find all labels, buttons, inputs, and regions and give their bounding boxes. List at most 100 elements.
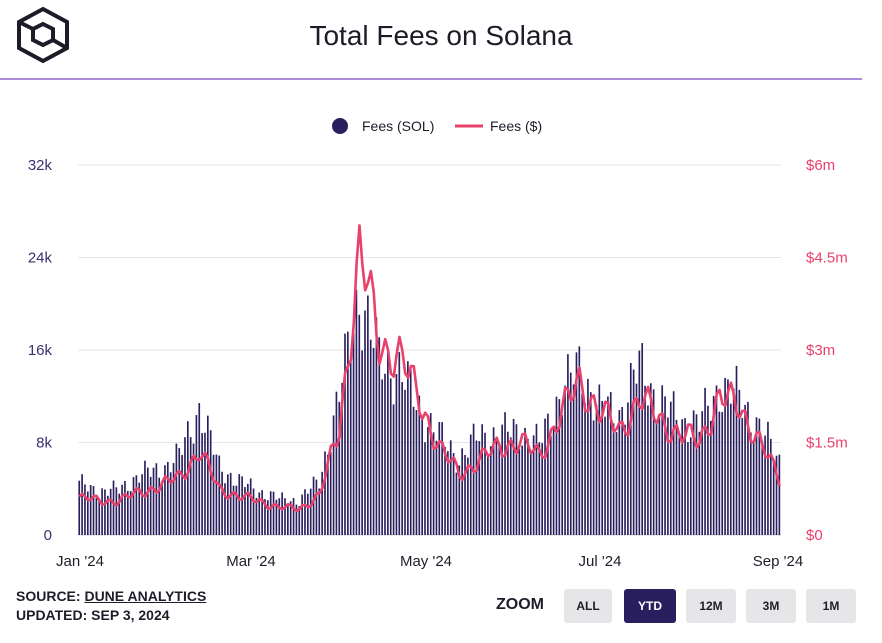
sol-bar [118, 493, 121, 535]
sol-bar [258, 492, 261, 535]
sol-bar [609, 392, 612, 535]
sol-bar [667, 417, 669, 535]
sol-bar [381, 379, 383, 535]
sol-bar [212, 454, 215, 535]
zoom-ytd-button[interactable]: YTD [624, 589, 676, 623]
sol-bar [644, 385, 646, 535]
sol-bar [752, 440, 755, 535]
sol-bar [387, 351, 389, 535]
zoom-3m-button[interactable]: 3M [746, 589, 796, 623]
sol-bar [198, 403, 201, 535]
left-tick-label: 0 [44, 527, 52, 544]
sol-bar [478, 441, 481, 535]
sol-bar [744, 404, 746, 535]
sol-bar [106, 495, 109, 535]
sol-bar [664, 396, 666, 535]
sol-bar [769, 438, 772, 535]
sol-bar [384, 373, 386, 535]
zoom-1m-button[interactable]: 1M [806, 589, 856, 623]
left-tick-label: 32k [28, 157, 53, 174]
sol-bar [227, 474, 229, 535]
sol-bar [161, 481, 163, 535]
sol-bar [518, 449, 521, 535]
sol-bar [438, 421, 441, 535]
sol-bar [449, 440, 452, 535]
sol-bar [475, 440, 478, 535]
sol-bar [407, 361, 409, 535]
sol-bar [718, 411, 721, 535]
sol-bar [749, 432, 752, 535]
sol-bar [138, 482, 141, 535]
sol-bar [104, 489, 106, 535]
left-tick-label: 24k [28, 250, 53, 267]
sol-bar [498, 446, 501, 535]
sol-bar [78, 480, 81, 535]
sol-bar [598, 384, 601, 535]
sol-bar [738, 389, 741, 535]
sol-bar [189, 437, 192, 535]
x-tick-label: Mar '24 [226, 553, 276, 570]
sol-bar [524, 427, 526, 535]
sol-bar [307, 493, 309, 535]
sol-bar [555, 396, 558, 535]
sol-bar [584, 403, 586, 535]
zoom-all-button[interactable]: ALL [564, 589, 612, 623]
sol-bar [569, 372, 572, 535]
sol-bar [761, 440, 764, 535]
sol-bar [538, 442, 541, 535]
source-prefix: SOURCE: [16, 588, 81, 604]
sol-bar [364, 310, 366, 535]
sol-bar [427, 427, 429, 535]
sol-bar [252, 488, 255, 535]
sol-bar [649, 383, 652, 535]
sol-bar [192, 443, 195, 535]
sol-bar [464, 454, 466, 535]
sol-bar [578, 346, 581, 535]
sol-bar [421, 416, 423, 535]
sol-bar [312, 476, 315, 535]
zoom-label: ZOOM [496, 596, 544, 613]
sol-bar [458, 465, 461, 535]
sol-bar [558, 399, 561, 535]
sol-bar [764, 435, 766, 535]
right-tick-label: $1.5m [806, 435, 848, 452]
sol-bar [166, 461, 169, 535]
zoom-12m-button[interactable]: 12M [686, 589, 736, 623]
sol-bar [592, 420, 595, 535]
sol-bar [295, 504, 298, 535]
sol-bar [115, 487, 118, 535]
sol-bar [81, 474, 83, 535]
sol-bar [692, 410, 695, 535]
sol-bar [487, 455, 489, 535]
sol-bar [638, 350, 641, 535]
sol-bar [89, 485, 92, 535]
sol-bar [218, 455, 221, 535]
sol-bar [495, 437, 498, 535]
sol-bar [701, 411, 704, 535]
sol-bar [121, 484, 123, 535]
right-axis-ticks: $0 $1.5m $3m $4.5m $6m [806, 157, 848, 544]
sol-bar [721, 412, 724, 535]
sol-bar [204, 432, 206, 535]
sol-bar [507, 431, 509, 535]
sol-bar [715, 385, 718, 535]
legend-marker-sol [332, 118, 348, 134]
source-link[interactable]: DUNE ANALYTICS [84, 588, 207, 604]
sol-bar [535, 423, 538, 535]
sol-bar [698, 431, 701, 535]
sol-bar [141, 474, 143, 535]
sol-bar [675, 419, 678, 535]
sol-bar [178, 448, 181, 535]
sol-bar [344, 333, 346, 535]
sol-bar [627, 402, 629, 535]
sol-bar [112, 480, 115, 535]
sol-bar [501, 424, 504, 535]
sol-bar [515, 424, 518, 535]
sol-bar [327, 454, 329, 535]
sol-bar [318, 488, 321, 535]
sol-bar [392, 404, 395, 535]
sol-bar [287, 505, 289, 535]
sol-bar [429, 413, 432, 535]
sol-bar [684, 418, 686, 535]
sol-bar [452, 453, 455, 535]
